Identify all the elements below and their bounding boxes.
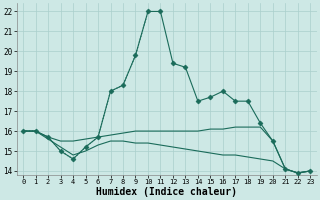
X-axis label: Humidex (Indice chaleur): Humidex (Indice chaleur) <box>96 186 237 197</box>
